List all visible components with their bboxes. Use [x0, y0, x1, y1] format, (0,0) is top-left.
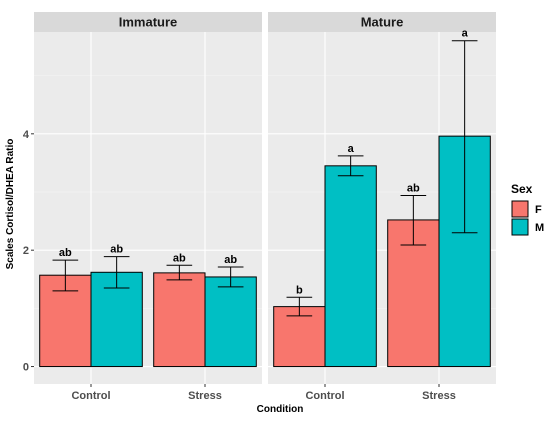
x-tick-label: Control — [71, 390, 110, 402]
legend-key-f — [511, 200, 529, 218]
facet-panel-immature: Immature ab ab ab ab — [34, 12, 262, 384]
legend-label-f: F — [535, 204, 542, 216]
significance-label: a — [462, 28, 469, 40]
facet-strip-label: Immature — [119, 15, 178, 30]
legend-label-m: M — [535, 222, 544, 234]
significance-label: ab — [110, 244, 123, 256]
facet-strip — [34, 12, 262, 32]
facet-panel-mature: Mature b a ab a — [268, 12, 496, 384]
significance-label: ab — [407, 182, 420, 194]
y-tick-label: 4 — [23, 129, 30, 141]
bar-m-control — [324, 165, 377, 368]
y-axis-title: Scales Cortisol/DHEA Ratio — [5, 139, 16, 270]
legend-key-m — [511, 218, 529, 236]
panels-layer: Immature ab ab ab ab Mature b a ab a — [34, 12, 496, 384]
facet-strip-label: Mature — [361, 15, 404, 30]
x-axis-title: Condition — [257, 404, 304, 415]
y-tick-label: 0 — [23, 362, 29, 374]
axis-layer: Control Stress Control Stress 0 2 4 — [23, 129, 456, 402]
y-tick-label: 2 — [23, 245, 29, 257]
facet-strip — [268, 12, 496, 32]
bar-m-stress — [204, 276, 257, 368]
significance-label: ab — [173, 252, 186, 264]
x-tick-label: Stress — [422, 390, 456, 402]
significance-label: b — [296, 284, 303, 296]
significance-label: ab — [224, 254, 237, 266]
bar-f-stress — [153, 272, 206, 368]
x-tick-label: Control — [305, 390, 344, 402]
x-tick-label: Stress — [188, 390, 222, 402]
legend-title: Sex — [511, 182, 533, 196]
significance-label: ab — [59, 247, 72, 259]
significance-label: a — [348, 143, 355, 155]
